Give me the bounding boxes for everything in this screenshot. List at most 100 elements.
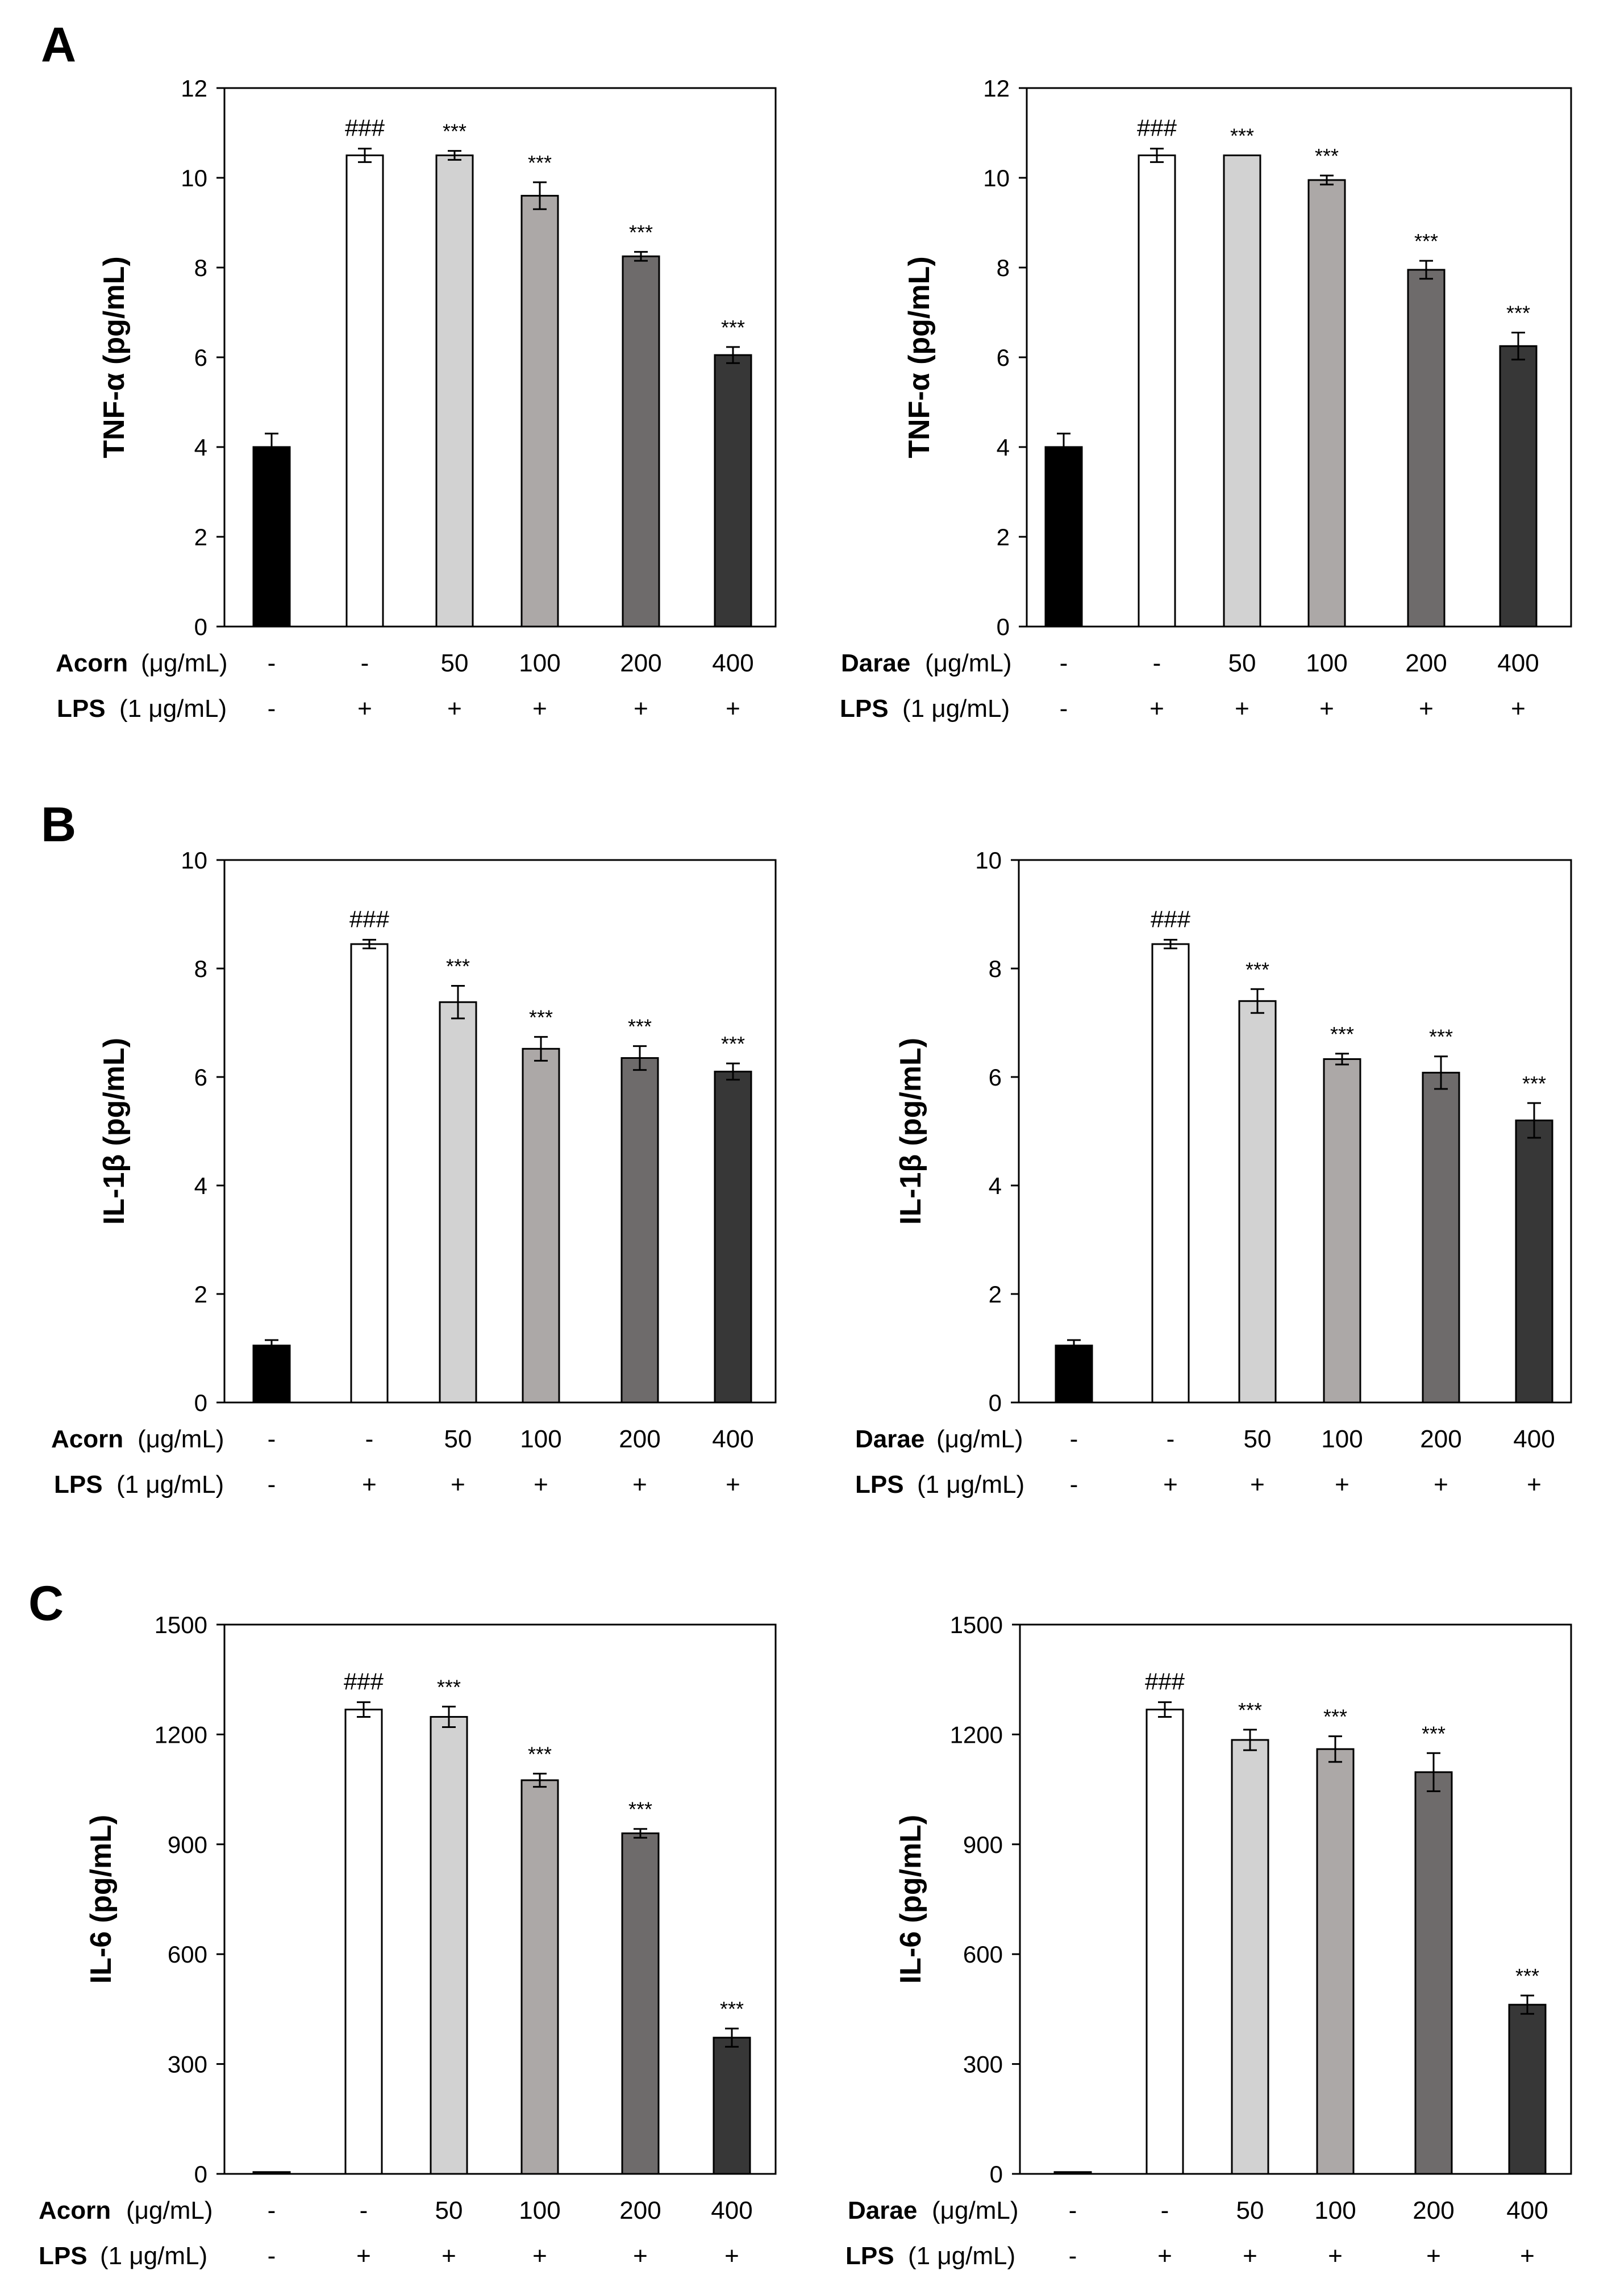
- lps-label: +: [1250, 1471, 1265, 1498]
- significance-stars: ***: [1422, 1722, 1446, 1745]
- significance-hash: ###: [349, 905, 390, 932]
- lps-name: LPS: [57, 695, 106, 723]
- dose-label: 200: [620, 649, 661, 677]
- dose-label: 200: [619, 2197, 661, 2224]
- significance-stars: ***: [721, 316, 745, 339]
- y-tick-label: 0: [194, 1389, 207, 1416]
- bar: [345, 155, 384, 628]
- dose-label: 100: [1321, 1425, 1363, 1453]
- dose-label: 100: [519, 2197, 560, 2224]
- lps-label: -: [268, 695, 276, 723]
- y-tick-label: 900: [168, 1831, 207, 1858]
- significance-stars: ***: [528, 151, 552, 174]
- significance-stars: ***: [1429, 1025, 1453, 1049]
- bar: [1146, 1709, 1184, 2175]
- lps-label: +: [1520, 2242, 1535, 2270]
- y-tick-label: 10: [181, 847, 207, 874]
- bar: [1231, 1739, 1269, 2175]
- extract-name: Acorn: [39, 2197, 111, 2224]
- bar: [714, 1070, 752, 1404]
- y-tick-label: 2: [997, 524, 1010, 550]
- y-tick-label: 4: [989, 1172, 1002, 1199]
- dose-label: 100: [520, 1425, 561, 1453]
- y-tick-label: 6: [194, 1064, 207, 1091]
- bar: [350, 943, 389, 1404]
- lps-unit: (1 μg/mL): [116, 1471, 224, 1498]
- dose-label: 50: [1236, 2197, 1264, 2224]
- significance-stars: ***: [1246, 958, 1269, 981]
- lps-label: +: [1243, 2242, 1257, 2270]
- lps-unit: (1 μg/mL): [100, 2242, 207, 2270]
- y-tick-label: 0: [194, 2161, 207, 2188]
- dose-label: -: [268, 1425, 276, 1453]
- lps-label: +: [1157, 2242, 1172, 2270]
- significance-hash: ###: [1137, 115, 1177, 141]
- lps-name: LPS: [855, 1471, 904, 1498]
- significance-stars: ***: [1515, 1964, 1539, 1988]
- dose-label: -: [1161, 2197, 1169, 2224]
- significance-stars: ***: [1330, 1022, 1354, 1046]
- significance-stars: ***: [628, 1015, 652, 1038]
- dose-label: 50: [1228, 649, 1256, 677]
- dose-label: 400: [1497, 649, 1539, 677]
- y-axis-label: IL-6 (pg/mL): [85, 1815, 118, 1984]
- lps-label: +: [633, 2242, 648, 2270]
- dose-label: -: [1070, 1425, 1078, 1453]
- y-tick-label: 4: [194, 1172, 207, 1199]
- plot-frame: [1026, 87, 1572, 628]
- y-axis-label: IL-1β (pg/mL): [894, 1038, 927, 1225]
- lps-label: +: [1319, 695, 1334, 723]
- lps-label: -: [268, 2242, 276, 2270]
- significance-stars: ***: [1315, 144, 1339, 168]
- dose-label: 400: [1513, 1425, 1555, 1453]
- significance-stars: ***: [1323, 1705, 1347, 1729]
- extract-unit: (μg/mL): [141, 649, 227, 677]
- bar: [1422, 1071, 1460, 1404]
- bar: [1508, 2003, 1547, 2175]
- dose-label: 200: [619, 1425, 660, 1453]
- significance-stars: ***: [528, 1742, 552, 1765]
- y-tick-label: 8: [989, 955, 1002, 982]
- lps-label: +: [1527, 1471, 1542, 1498]
- lps-name: LPS: [845, 2242, 894, 2270]
- y-tick-label: 6: [194, 344, 207, 371]
- y-tick-label: 12: [181, 75, 207, 102]
- y-tick-label: 8: [194, 254, 207, 281]
- chart-b-acorn: 0 2 4 6 8 10 IL-1β (pg/mL) - - ### - + *** 50 + *** 100 +…: [51, 847, 777, 1498]
- y-tick-label: 8: [194, 955, 207, 982]
- extract-unit: (μg/mL): [126, 2197, 213, 2224]
- bar: [620, 1057, 659, 1404]
- bar: [520, 1779, 559, 2175]
- dose-label: -: [268, 2197, 276, 2224]
- bar: [621, 1832, 660, 2175]
- dose-label: 200: [1420, 1425, 1461, 1453]
- dose-label: -: [268, 649, 276, 677]
- y-tick-label: 600: [168, 1941, 207, 1968]
- y-tick-label: 0: [990, 2161, 1003, 2188]
- plot-frame: [223, 87, 777, 628]
- significance-stars: ***: [1522, 1072, 1546, 1095]
- charts-layer: 0 2 4 6 8 10 12 TNF-α (pg/mL) - - ### - + *** 50 + *** 10…: [39, 75, 1572, 2270]
- dose-label: 400: [712, 1425, 753, 1453]
- bar: [439, 1001, 477, 1404]
- plot-frame: [223, 1623, 777, 2175]
- lps-label: +: [634, 695, 648, 723]
- y-tick-label: 1500: [155, 1612, 207, 1638]
- lps-label: +: [1328, 2242, 1343, 2270]
- dose-label: 50: [441, 649, 469, 677]
- bar: [1138, 155, 1176, 628]
- chart-a-darae: 0 2 4 6 8 10 12 TNF-α (pg/mL) - - ### - + *** 50 + *** 10…: [840, 75, 1572, 723]
- bar: [622, 255, 660, 628]
- extract-unit: (μg/mL): [138, 1425, 224, 1453]
- bar: [252, 446, 291, 628]
- significance-hash: ###: [1145, 1668, 1185, 1695]
- lps-label: +: [356, 2242, 371, 2270]
- lps-label: +: [726, 1471, 740, 1498]
- dose-label: 400: [711, 2197, 752, 2224]
- bar: [344, 1709, 383, 2175]
- dose-label: 100: [519, 649, 560, 677]
- y-tick-label: 6: [997, 344, 1010, 371]
- bar: [430, 1715, 468, 2175]
- lps-label: +: [1419, 695, 1434, 723]
